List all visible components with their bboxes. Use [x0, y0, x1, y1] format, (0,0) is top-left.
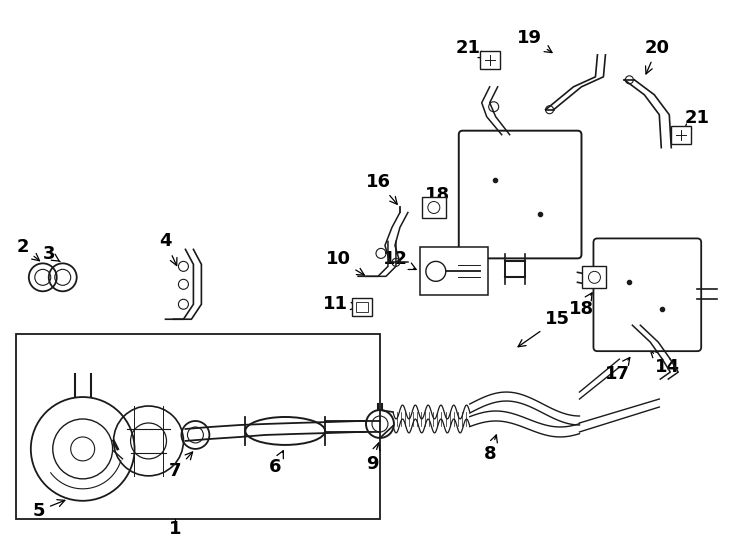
Text: 5: 5: [32, 500, 65, 520]
Text: 9: 9: [366, 443, 380, 473]
Text: 19: 19: [517, 29, 552, 52]
Bar: [420, 247, 487, 295]
Bar: [16, 334, 380, 519]
Text: 12: 12: [383, 251, 416, 269]
Text: 21: 21: [455, 39, 486, 58]
Bar: [480, 51, 500, 69]
FancyBboxPatch shape: [594, 239, 701, 351]
Text: 7: 7: [170, 452, 192, 480]
Text: 17: 17: [605, 357, 630, 383]
Text: 8: 8: [484, 435, 498, 463]
Bar: [352, 298, 372, 316]
Text: 4: 4: [159, 232, 177, 266]
Text: 20: 20: [644, 39, 670, 74]
Text: 18: 18: [425, 186, 451, 215]
Bar: [356, 302, 368, 312]
FancyBboxPatch shape: [459, 131, 581, 258]
Text: 16: 16: [366, 173, 397, 204]
Text: 21: 21: [684, 109, 710, 132]
Text: 1: 1: [170, 519, 182, 538]
Text: 18: 18: [569, 293, 594, 318]
Text: 14: 14: [650, 350, 680, 376]
Text: 15: 15: [518, 310, 570, 347]
Text: 6: 6: [269, 451, 283, 476]
Bar: [422, 197, 446, 219]
Text: 10: 10: [326, 251, 364, 275]
Text: 3: 3: [43, 245, 60, 264]
Text: 13: 13: [523, 188, 570, 225]
Text: 2: 2: [17, 238, 40, 261]
Bar: [672, 126, 691, 144]
Bar: [583, 266, 606, 288]
Text: 11: 11: [322, 295, 358, 313]
